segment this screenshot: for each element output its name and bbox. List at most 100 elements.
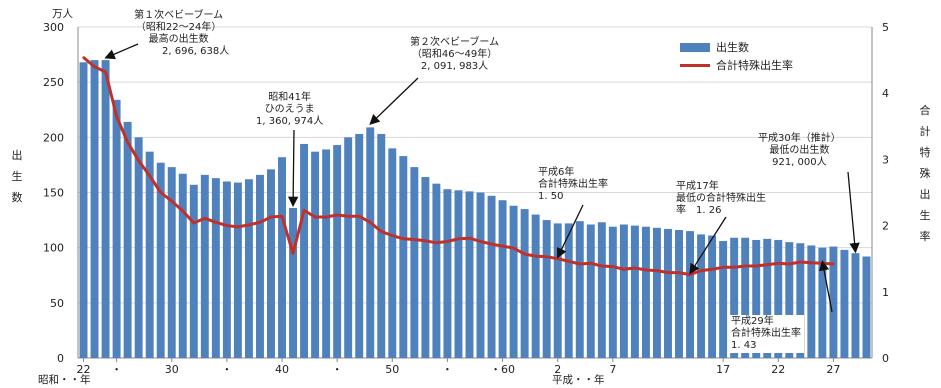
bar [289,207,298,358]
tfr-point [104,70,107,74]
tfr-point [115,115,118,118]
left-tick-label: 250 [43,76,64,89]
tfr-point [699,269,703,272]
x-tick-label: 27 [826,363,840,376]
legend: 出生数 合計特殊出生率 [680,38,793,74]
tfr-point [82,56,85,59]
annotation-line: 921, 000人 [772,157,827,168]
tfr-point [126,140,129,144]
bar [79,62,88,358]
bar [741,237,750,358]
bar [134,137,143,358]
right-axis-label-char: 出 [919,188,931,201]
bar [267,169,275,358]
arrow-h17 [689,216,727,275]
bar [608,226,617,358]
tfr-point [457,237,460,241]
bar [322,149,331,358]
right-axis-label-char: 殊 [919,167,931,180]
right-axis-label-char: 特 [919,146,931,159]
right-tick-label: 3 [882,153,889,166]
x-tick-label: 50 [385,363,399,376]
tfr-point [534,254,537,258]
bar [840,249,849,358]
bar [686,231,695,358]
tfr-point [666,271,670,274]
tfr-point [391,234,394,237]
annotation-line: 昭和41年 [268,92,311,103]
annotation-hinoe: 昭和41年 ひのえうま 1, 360, 974人 [256,92,323,128]
tfr-point [159,191,162,194]
tfr-point [556,257,559,260]
left-tick-label: 150 [43,187,64,200]
legend-item-tfr: 合計特殊出生率 [680,56,793,74]
bar [167,167,176,358]
bar [730,237,739,358]
bar [520,209,529,358]
annotation-line: 平成17年 [676,181,719,192]
tfr-point [313,215,317,219]
tfr-point [148,174,151,178]
left-tick-label: 100 [43,242,64,255]
right-tick-label: 2 [882,220,889,233]
legend-label: 合計特殊出生率 [716,59,793,72]
bar [465,191,474,358]
right-tick-label: 1 [882,286,889,299]
bar [708,235,717,358]
bar [399,156,408,358]
tfr-point [402,237,405,241]
left-tick-label: 200 [43,131,64,144]
bar [189,184,198,358]
bar [652,227,661,358]
arrow-hinoe [287,129,299,208]
legend-label: 出生数 [716,41,749,54]
annotation-h29: 平成29年 合計特殊出生率 1. 43 [728,315,804,353]
tfr-point [291,252,295,255]
annotation-boom2: 第２次ベビーブーム （昭和46～49年） 2, 091, 983人 [410,37,499,73]
tfr-point [788,262,791,266]
bar [829,246,838,358]
annotation-line: （昭和22～24年） [135,22,222,33]
tfr-point [280,215,284,218]
tfr-point [258,221,262,224]
annotation-line: 1. 50 [538,191,564,202]
left-tick-label: 50 [50,297,64,310]
tfr-point [589,262,592,265]
bar [664,228,672,358]
legend-swatch-bar [680,42,710,52]
tfr-point [633,266,637,270]
arrow-h30 [847,171,860,254]
legend-swatch-line [680,63,710,67]
bar [719,241,728,358]
right-axis-label-char: 合 [919,104,931,117]
annotation-line: 2, 091, 983人 [420,61,489,72]
x-tick-label: ・ [221,363,232,376]
x-tick-label: ・ [332,363,343,376]
annotation-h30: 平成30年（推計） 最低の出生数 921, 000人 [758,133,841,169]
bar [675,230,683,358]
bar [796,243,805,358]
bar [432,183,441,358]
annotation-line: （昭和46～49年） [411,49,498,60]
tfr-point [369,221,372,224]
left-tick-label: 300 [43,21,64,34]
annotation-boom1: 第１次ベビーブーム （昭和22～24年） 最高の出生数 2, 696, 638人 [128,10,229,58]
bar [630,225,639,358]
bar [542,220,551,358]
x-tick-label: 7 [609,363,616,376]
x-tick-label: 22 [771,363,785,376]
right-axis-label: 合 計 特 殊 出 生 率 [918,100,932,247]
annotation-line: 合計特殊出生率 [538,179,608,190]
left-axis-label: 出 生 数 [10,145,24,208]
annotation-line: 合計特殊出生率 [731,328,801,339]
tfr-point [600,264,604,268]
right-tick-label: 0 [882,352,889,365]
tfr-point [799,260,802,264]
bar [807,245,816,358]
tfr-point [335,213,339,217]
bar [233,182,242,358]
annotation-line: 最低の合計特殊出生 [676,193,766,204]
era-label-heisei: 平成・・年 [552,374,605,386]
bar [90,60,99,358]
